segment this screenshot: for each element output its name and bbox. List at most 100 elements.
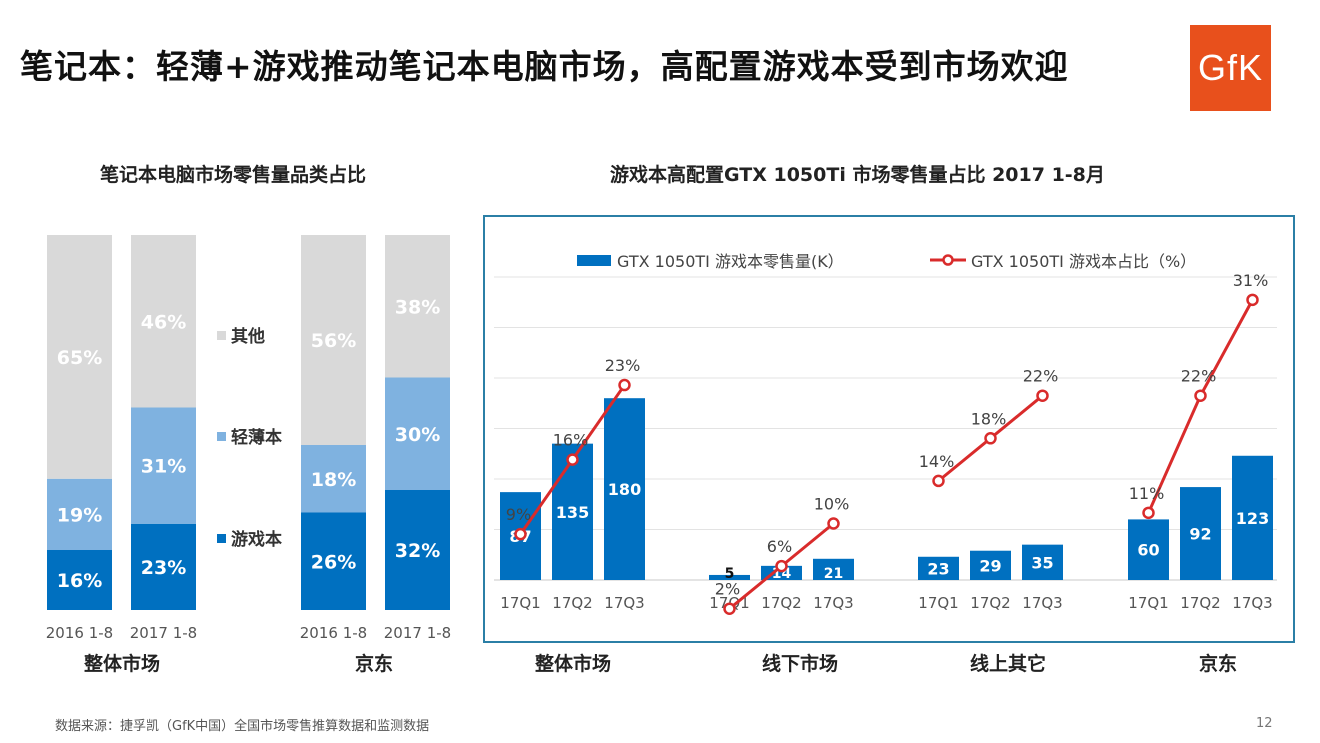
bar-segment-label: 18% [311, 469, 356, 491]
category-tick-label: 17Q2 [761, 594, 801, 612]
bar-value-label: 5 [725, 566, 735, 582]
line-value-label: 22% [1181, 367, 1217, 386]
bar-value-label: 35 [1031, 553, 1053, 572]
legend-marker [942, 254, 954, 266]
bar-value-label: 180 [608, 480, 641, 499]
line-value-label: 10% [814, 495, 850, 514]
bar [604, 398, 645, 580]
line-value-label: 14% [919, 452, 955, 471]
source-note: 数据来源：捷孚凯（GfK中国）全国市场零售推算数据和监测数据 [55, 719, 430, 734]
bar-segment-label: 46% [141, 311, 186, 333]
legend-label: 轻薄本 [231, 427, 282, 448]
category-tick-label: 17Q3 [1022, 594, 1062, 612]
category-tick-label: 17Q1 [1128, 594, 1168, 612]
category-tick-label: 2017 1-8 [130, 624, 197, 642]
line-value-label: 22% [1023, 367, 1059, 386]
category-tick-label: 17Q1 [918, 594, 958, 612]
stacked-bar-segment [131, 407, 196, 524]
line-point [618, 378, 631, 392]
bar-value-label: 92 [1189, 525, 1211, 544]
stacked-bar-segment [385, 490, 450, 610]
line-point [723, 602, 736, 615]
stacked-bar-segment [385, 235, 450, 378]
bar-value-label: 135 [556, 503, 589, 522]
page-title: 笔记本：轻薄+游戏推动笔记本电脑市场，高配置游戏本受到市场欢迎 [20, 47, 1069, 86]
line-value-label: 18% [971, 409, 1007, 428]
line-value-label: 6% [767, 537, 792, 556]
page-number: 12 [1256, 716, 1273, 731]
category-tick-label: 17Q2 [970, 594, 1010, 612]
stacked-bar-segment [301, 445, 366, 513]
stacked-bar-segment [47, 235, 112, 479]
line-value-label: 11% [1129, 484, 1165, 503]
stacked-bar-segment [301, 512, 366, 610]
category-tick-label: 17Q3 [604, 594, 644, 612]
line-value-label: 9% [506, 505, 531, 524]
legend-label: GTX 1050TI 游戏本零售量(K） [617, 252, 844, 271]
bar-segment-label: 65% [57, 347, 102, 369]
category-tick-label: 2016 1-8 [300, 624, 367, 642]
line-value-label: 31% [1233, 271, 1269, 290]
category-tick-label: 17Q1 [500, 594, 540, 612]
chart-frame [483, 215, 1295, 643]
bar-segment-label: 26% [311, 551, 356, 573]
bar-segment-label: 38% [395, 296, 440, 318]
bar [1022, 544, 1063, 580]
left-chart-title: 笔记本电脑市场零售量品类占比 [100, 164, 367, 186]
bar [813, 558, 854, 580]
line-point [566, 453, 579, 466]
line-point [1142, 506, 1155, 520]
category-tick-label: 17Q2 [552, 594, 592, 612]
bar-segment-label: 32% [395, 540, 440, 562]
bar [970, 550, 1011, 580]
stacked-bar-segment [301, 235, 366, 445]
gfk-logo: GfK [1190, 25, 1271, 111]
bar-segment-label: 31% [141, 456, 186, 478]
group-label: 线上其它 [970, 652, 1046, 675]
legend-label: 游戏本 [231, 529, 282, 550]
legend-swatch [577, 255, 611, 266]
bar-segment-label: 56% [311, 330, 356, 352]
line-point [1194, 389, 1207, 402]
bar [1180, 487, 1221, 580]
bar-value-label: 21 [824, 566, 843, 582]
legend-swatch [217, 331, 226, 340]
category-tick-label: 2016 1-8 [46, 624, 113, 642]
line-point [514, 527, 527, 541]
bar-segment-label: 23% [141, 557, 186, 579]
bar-value-label: 60 [1137, 541, 1159, 560]
group-label: 整体市场 [84, 652, 160, 675]
bar-segment-label: 30% [395, 424, 440, 446]
bar [709, 574, 750, 580]
stacked-bar-segment [385, 377, 450, 490]
line-value-label: 16% [553, 431, 589, 450]
stacked-bar-segment [131, 523, 196, 610]
legend-label: 其他 [231, 326, 265, 347]
right-chart-title: 游戏本高配置GTX 1050Ti 市场零售量占比 2017 1-8月 [610, 164, 1105, 186]
category-tick-label: 2017 1-8 [384, 624, 451, 642]
group-label: 整体市场 [535, 652, 611, 675]
line-point [775, 559, 788, 573]
bar-segment-label: 19% [57, 504, 102, 526]
bar-value-label: 29 [979, 556, 1001, 575]
stacked-bar-segment [47, 550, 112, 610]
category-tick-label: 17Q2 [1180, 594, 1220, 612]
line-point [932, 474, 945, 488]
line-point [1036, 389, 1049, 402]
stacked-bar-segment [47, 478, 112, 550]
category-tick-label: 17Q3 [1232, 594, 1272, 612]
bar-segment-label: 16% [57, 570, 102, 592]
bar-value-label: 23 [927, 559, 949, 578]
legend-label: GTX 1050TI 游戏本占比（%） [971, 252, 1196, 271]
category-tick-label: 17Q3 [813, 594, 853, 612]
bar [1232, 455, 1273, 580]
bar [552, 443, 593, 580]
bar [918, 556, 959, 580]
bar-value-label: 123 [1236, 509, 1269, 528]
line-point [1246, 293, 1259, 307]
legend-swatch [217, 432, 226, 441]
bar [1128, 519, 1169, 580]
line-point [827, 517, 840, 530]
stacked-bar-segment [131, 235, 196, 408]
